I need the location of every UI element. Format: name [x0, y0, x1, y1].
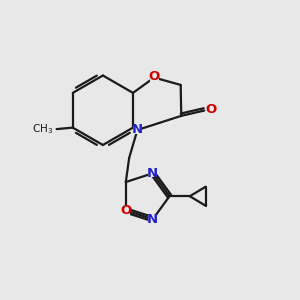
Text: CH$_3$: CH$_3$ [32, 122, 53, 136]
Bar [122, 206, 130, 214]
Bar [133, 126, 142, 134]
Bar [150, 73, 159, 82]
Text: O: O [148, 70, 160, 83]
Bar [148, 215, 157, 223]
Text: N: N [147, 167, 158, 180]
Text: N: N [132, 124, 143, 136]
Text: N: N [147, 213, 158, 226]
Bar [148, 169, 157, 177]
Text: O: O [120, 204, 131, 217]
Bar [206, 106, 215, 115]
Text: O: O [205, 103, 216, 116]
